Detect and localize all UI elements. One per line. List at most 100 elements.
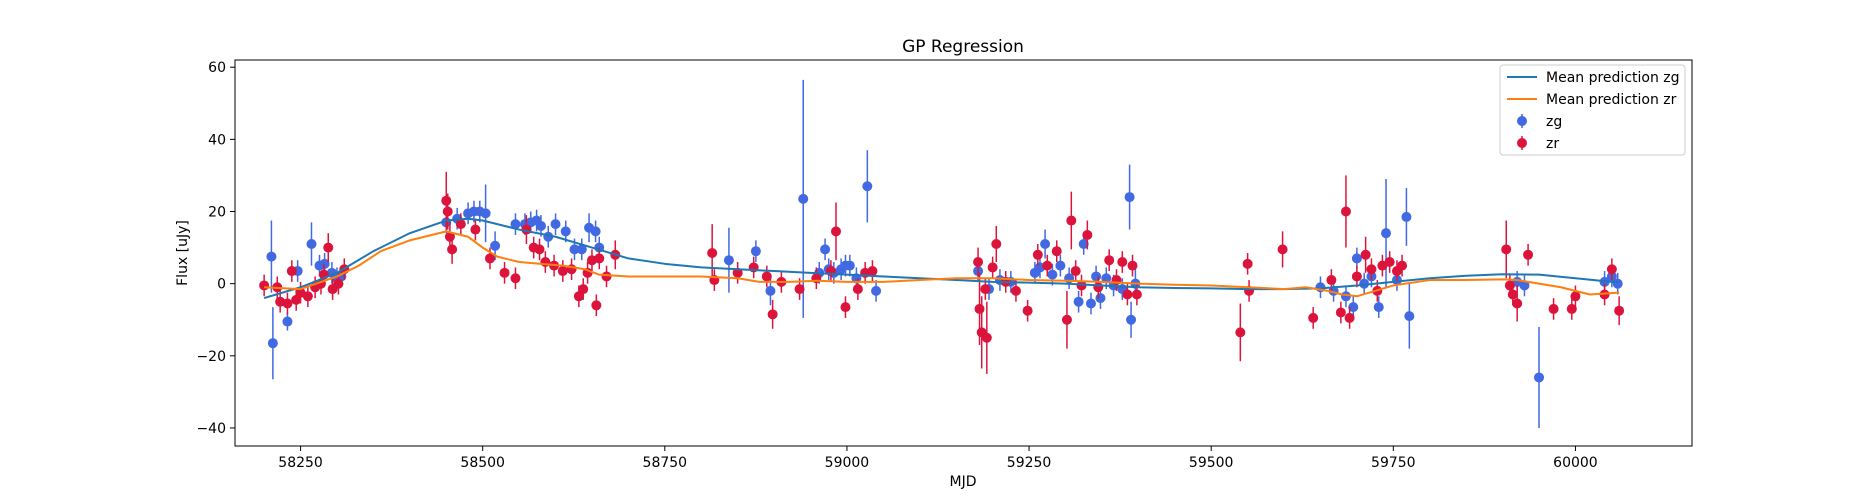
data-point <box>590 226 601 237</box>
data-point <box>470 224 481 235</box>
data-point <box>499 267 510 278</box>
chart-title: GP Regression <box>902 37 1024 57</box>
data-point <box>441 195 452 206</box>
data-point <box>573 291 584 302</box>
data-point <box>550 219 561 230</box>
data-point <box>286 266 297 277</box>
data-point <box>282 298 293 309</box>
data-point <box>1570 291 1581 302</box>
legend-label-mean-zr: Mean prediction zr <box>1546 92 1677 108</box>
data-point <box>1070 266 1081 277</box>
data-point <box>750 246 761 257</box>
data-point <box>1397 260 1408 271</box>
data-point <box>765 285 776 296</box>
legend-label-zr: zr <box>1546 136 1559 152</box>
data-point <box>1078 238 1089 249</box>
data-point <box>1091 271 1102 282</box>
data-point <box>557 266 568 277</box>
data-point <box>333 278 344 289</box>
data-point <box>1242 258 1253 269</box>
data-point <box>798 193 809 204</box>
data-point <box>490 240 501 251</box>
data-point <box>794 284 805 295</box>
data-point <box>991 238 1002 249</box>
data-point <box>1359 278 1370 289</box>
data-point <box>1127 260 1138 271</box>
x-tick-label: 59000 <box>825 455 870 471</box>
legend: Mean prediction zg Mean prediction zr zg… <box>1499 64 1686 156</box>
y-axis: −40 −20 0 20 40 60 <box>196 60 235 437</box>
data-point <box>1076 280 1087 291</box>
legend-label-mean-zg: Mean prediction zg <box>1546 70 1680 86</box>
data-point <box>447 244 458 255</box>
data-point <box>591 300 602 311</box>
x-axis-label: MJD <box>950 474 977 490</box>
data-point <box>266 251 277 262</box>
x-tick-label: 59750 <box>1371 455 1416 471</box>
data-point <box>1548 303 1559 314</box>
data-point <box>1401 211 1412 222</box>
data-point <box>1404 311 1415 322</box>
data-point <box>981 332 992 343</box>
data-point <box>576 244 587 255</box>
y-tick-label: 40 <box>208 132 226 148</box>
data-point <box>302 291 313 302</box>
y-tick-label: 60 <box>208 60 226 76</box>
data-point <box>259 280 270 291</box>
x-tick-label: 58500 <box>460 455 505 471</box>
data-point <box>1351 271 1362 282</box>
legend-box <box>1499 64 1686 156</box>
data-point <box>594 253 605 264</box>
data-point <box>1101 273 1112 284</box>
data-point <box>1131 289 1142 300</box>
data-point <box>1093 282 1104 293</box>
data-point <box>1566 303 1577 314</box>
data-point <box>820 244 831 255</box>
legend-marker-zr <box>1517 138 1527 148</box>
data-point <box>1124 192 1135 203</box>
legend-label-zg: zg <box>1546 114 1562 130</box>
data-point <box>831 226 842 237</box>
data-point <box>1523 249 1534 260</box>
data-point <box>1373 302 1384 313</box>
data-point <box>1082 229 1093 240</box>
data-point <box>1051 246 1062 257</box>
data-point <box>1022 305 1033 316</box>
y-tick-label: −40 <box>196 421 226 437</box>
data-point <box>455 219 466 230</box>
data-point <box>761 271 772 282</box>
data-point <box>1360 249 1371 260</box>
plot-area <box>259 79 1625 428</box>
data-point <box>840 302 851 313</box>
data-point <box>480 208 491 219</box>
data-point <box>510 273 521 284</box>
data-point <box>1010 285 1021 296</box>
data-point <box>484 253 495 264</box>
data-point <box>1085 298 1096 309</box>
data-point <box>1104 255 1115 266</box>
data-point <box>867 266 878 277</box>
x-axis: 58250 58500 58750 59000 59250 59500 59750 60000 <box>278 446 1598 471</box>
data-point <box>1519 280 1530 291</box>
data-point <box>534 244 545 255</box>
data-point <box>1047 269 1058 280</box>
data-point <box>291 294 302 305</box>
data-point <box>1122 289 1133 300</box>
data-point <box>1042 260 1053 271</box>
x-tick-label: 59500 <box>1189 455 1234 471</box>
data-point <box>1381 228 1392 239</box>
data-point <box>510 219 521 230</box>
data-point <box>1235 327 1246 338</box>
data-point <box>1614 305 1625 316</box>
data-point <box>560 226 571 237</box>
data-point <box>306 238 317 249</box>
data-point <box>1534 372 1545 383</box>
data-point <box>1612 278 1623 289</box>
x-tick-label: 58250 <box>278 455 323 471</box>
data-point <box>980 284 991 295</box>
data-point <box>444 231 455 242</box>
data-point <box>1351 253 1362 264</box>
data-point <box>1277 244 1288 255</box>
y-tick-label: −20 <box>196 349 226 365</box>
data-point <box>1126 314 1137 325</box>
